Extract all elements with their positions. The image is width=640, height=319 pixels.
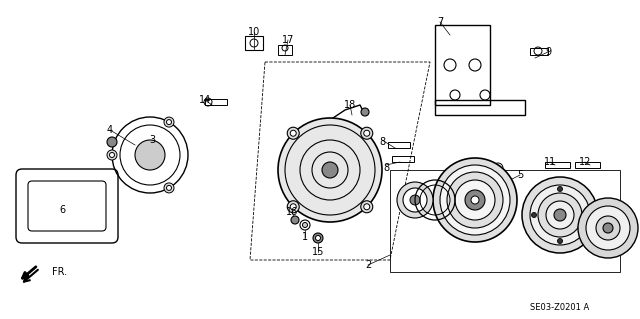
Text: 16: 16 — [286, 207, 298, 217]
Circle shape — [554, 209, 566, 221]
Bar — [575, 162, 600, 168]
Circle shape — [410, 195, 420, 205]
Text: FR.: FR. — [52, 267, 67, 277]
Text: 17: 17 — [282, 35, 294, 45]
Text: 15: 15 — [312, 247, 324, 257]
Text: 13: 13 — [492, 170, 504, 180]
Circle shape — [584, 212, 589, 218]
Text: 4: 4 — [107, 125, 113, 135]
Circle shape — [313, 233, 323, 243]
Text: 11: 11 — [544, 157, 556, 167]
Text: 1: 1 — [302, 232, 308, 242]
Circle shape — [316, 235, 321, 241]
Circle shape — [109, 152, 115, 158]
Text: 18: 18 — [344, 100, 356, 110]
Circle shape — [557, 239, 563, 243]
Circle shape — [361, 108, 369, 116]
Text: 12: 12 — [579, 157, 591, 167]
Circle shape — [290, 204, 296, 210]
Text: 3: 3 — [149, 135, 155, 145]
Circle shape — [164, 183, 174, 193]
Text: 7: 7 — [437, 17, 443, 27]
Text: 2: 2 — [365, 260, 371, 270]
Circle shape — [546, 201, 574, 229]
Text: 8: 8 — [383, 163, 389, 173]
Circle shape — [278, 118, 382, 222]
Circle shape — [291, 216, 299, 224]
Circle shape — [107, 137, 117, 147]
Text: 10: 10 — [248, 27, 260, 37]
Circle shape — [397, 182, 433, 218]
Circle shape — [287, 201, 300, 213]
Circle shape — [557, 187, 563, 191]
Circle shape — [364, 130, 370, 136]
Circle shape — [322, 162, 338, 178]
Bar — [392, 156, 414, 162]
Circle shape — [596, 216, 620, 240]
Circle shape — [107, 150, 117, 160]
Circle shape — [522, 177, 598, 253]
Bar — [435, 25, 490, 105]
Text: 5: 5 — [517, 170, 523, 180]
Text: 6: 6 — [59, 205, 65, 215]
Circle shape — [166, 120, 172, 125]
Bar — [388, 142, 410, 148]
Circle shape — [586, 206, 630, 250]
Bar — [545, 162, 570, 168]
Circle shape — [403, 188, 427, 212]
Circle shape — [364, 204, 370, 210]
Circle shape — [166, 185, 172, 190]
Circle shape — [471, 196, 479, 204]
Text: 9: 9 — [545, 47, 551, 57]
Circle shape — [303, 222, 307, 227]
Circle shape — [164, 117, 174, 127]
Circle shape — [433, 158, 517, 242]
Circle shape — [361, 201, 372, 213]
Circle shape — [603, 223, 613, 233]
Bar — [205, 99, 227, 105]
Circle shape — [531, 212, 536, 218]
Circle shape — [465, 190, 485, 210]
Text: 14: 14 — [199, 95, 211, 105]
Circle shape — [135, 140, 165, 170]
Bar — [435, 100, 525, 115]
Circle shape — [538, 193, 582, 237]
Circle shape — [447, 172, 503, 228]
Circle shape — [578, 198, 638, 258]
Circle shape — [440, 165, 510, 235]
Bar — [530, 48, 548, 55]
Bar — [278, 45, 292, 55]
Circle shape — [455, 180, 495, 220]
Circle shape — [290, 130, 296, 136]
Text: SE03-Z0201 A: SE03-Z0201 A — [531, 303, 589, 313]
Bar — [245, 36, 263, 50]
Text: 8: 8 — [379, 137, 385, 147]
Circle shape — [287, 127, 300, 139]
Bar — [390, 170, 620, 272]
Circle shape — [361, 127, 372, 139]
Circle shape — [530, 185, 590, 245]
